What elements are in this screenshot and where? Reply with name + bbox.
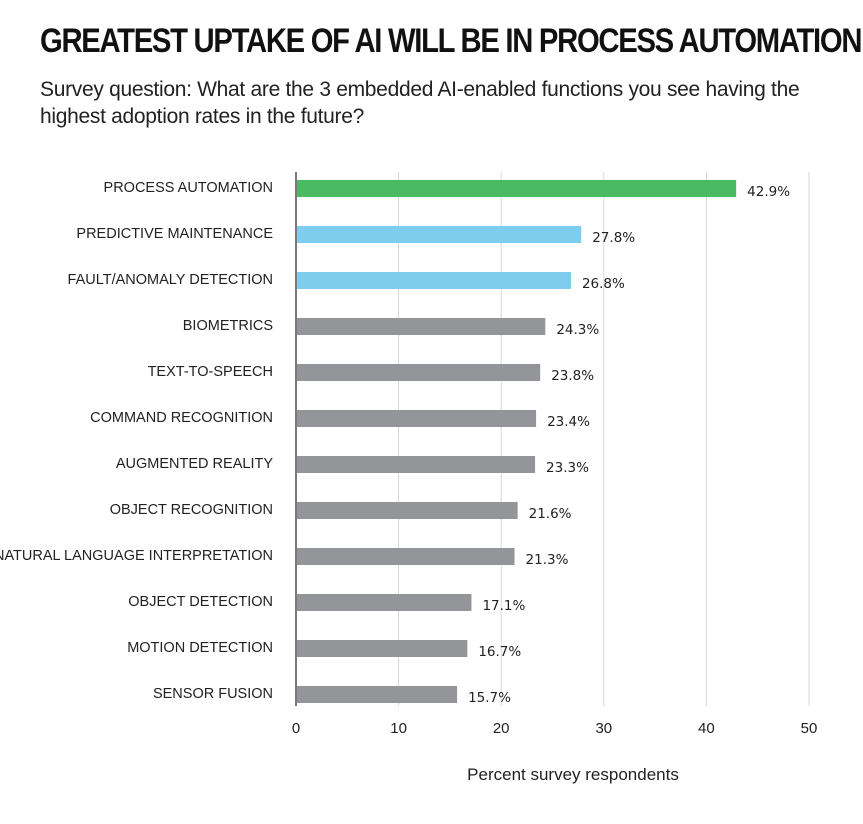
category-label: SENSOR FUSION (153, 686, 273, 702)
category-label: OBJECT DETECTION (128, 594, 273, 610)
bar (297, 180, 737, 197)
x-tick-label: 30 (595, 720, 612, 737)
category-label: PROCESS AUTOMATION (104, 180, 273, 196)
bar (297, 226, 582, 243)
bar (297, 502, 518, 519)
value-label: 16.7% (478, 644, 521, 660)
grid-lines (295, 172, 810, 706)
bar (297, 594, 472, 611)
bar (297, 272, 571, 289)
value-label: 15.7% (468, 690, 511, 706)
category-label: NATURAL LANGUAGE INTERPRETATION (0, 548, 273, 564)
category-label: PREDICTIVE MAINTENANCE (76, 226, 273, 242)
category-label: COMMAND RECOGNITION (90, 410, 273, 426)
x-tick-label: 20 (493, 720, 510, 737)
bar (297, 410, 537, 427)
bars-group (297, 180, 737, 703)
value-label: 27.8% (592, 230, 635, 246)
x-axis-label: Percent survey respondents (467, 765, 679, 784)
value-label: 23.3% (546, 460, 589, 476)
category-label: BIOMETRICS (183, 318, 273, 334)
value-label: 42.9% (747, 184, 790, 200)
bar (297, 364, 541, 381)
value-label: 17.1% (482, 598, 525, 614)
chart-title: GREATEST UPTAKE OF AI WILL BE IN PROCESS… (40, 22, 862, 60)
bar (297, 456, 536, 473)
bar (297, 318, 546, 335)
value-label: 23.4% (547, 414, 590, 430)
category-label: AUGMENTED REALITY (116, 456, 273, 472)
x-tick-label: 50 (801, 720, 818, 737)
value-label: 21.3% (526, 552, 569, 568)
value-label: 21.6% (529, 506, 572, 522)
chart-subtitle: Survey question: What are the 3 embedded… (40, 78, 800, 128)
category-label: MOTION DETECTION (127, 640, 273, 656)
x-tick-label: 40 (698, 720, 715, 737)
value-label: 26.8% (582, 276, 625, 292)
bar (297, 686, 458, 703)
category-label: OBJECT RECOGNITION (110, 502, 273, 518)
value-labels: 42.9% 27.8% 26.8% 24.3% 23.8% 23.4% 23.3% 21.6%… (468, 184, 790, 706)
category-labels: PROCESS AUTOMATION PREDICTIVE MAINTENANCE… (0, 180, 273, 702)
value-label: 24.3% (556, 322, 599, 338)
value-label: 23.8% (551, 368, 594, 384)
x-tick-label: 0 (292, 720, 300, 737)
bar (297, 640, 468, 657)
bar (297, 548, 515, 565)
category-label: TEXT-TO-SPEECH (148, 364, 273, 380)
category-label: FAULT/ANOMALY DETECTION (68, 272, 273, 288)
x-tick-label: 10 (390, 720, 407, 737)
x-tick-labels: 0 10 20 30 40 50 (292, 720, 818, 737)
